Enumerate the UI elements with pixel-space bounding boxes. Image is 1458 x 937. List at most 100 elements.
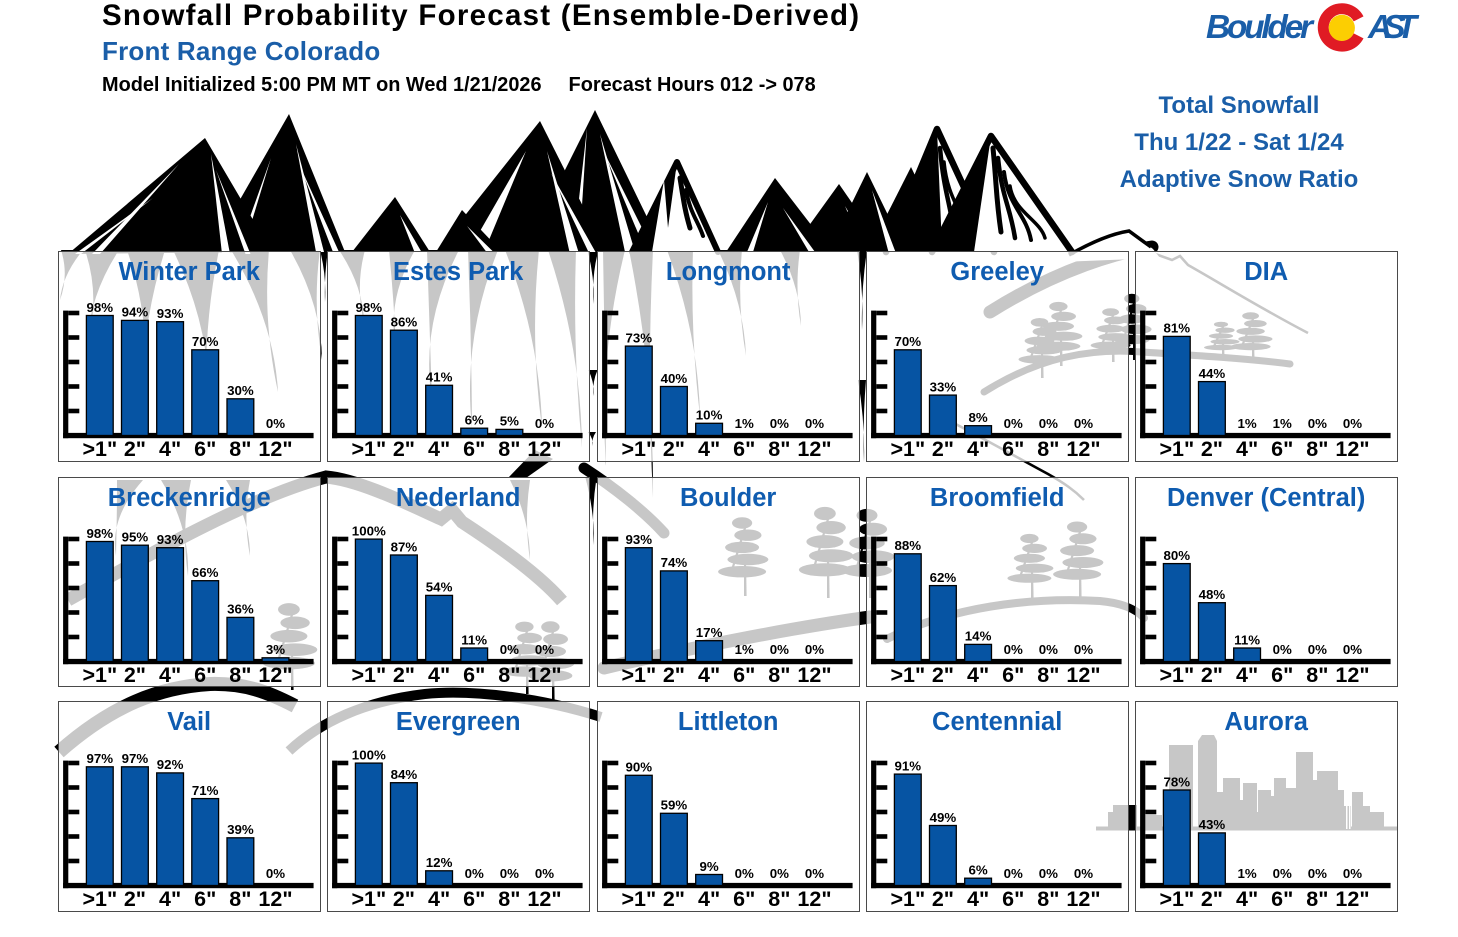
svg-text:8": 8" [768,663,790,686]
svg-text:0%: 0% [1039,416,1058,431]
svg-text:12": 12" [1336,887,1370,910]
svg-text:2": 2" [1201,437,1223,460]
svg-text:6": 6" [1002,887,1024,910]
svg-text:62%: 62% [929,570,956,585]
svg-text:>1": >1" [621,663,656,686]
svg-text:6": 6" [194,887,216,910]
svg-text:73%: 73% [625,330,652,345]
svg-text:39%: 39% [227,822,254,837]
svg-text:0%: 0% [535,416,554,431]
svg-text:12": 12" [528,437,562,460]
svg-text:92%: 92% [157,757,184,772]
svg-text:43%: 43% [1199,817,1226,832]
svg-text:95%: 95% [122,529,149,544]
svg-text:>1": >1" [890,663,925,686]
svg-text:40%: 40% [660,371,687,386]
svg-text:4": 4" [159,887,181,910]
svg-text:1%: 1% [734,416,753,431]
svg-text:4": 4" [428,663,450,686]
svg-text:98%: 98% [87,300,114,315]
svg-text:Denver (Central): Denver (Central) [1167,484,1365,512]
svg-text:6": 6" [733,663,755,686]
svg-text:12": 12" [528,663,562,686]
svg-text:0%: 0% [769,642,788,657]
svg-text:2": 2" [662,437,684,460]
svg-text:6": 6" [1002,437,1024,460]
svg-text:8": 8" [229,887,251,910]
svg-text:8": 8" [499,663,521,686]
svg-text:44%: 44% [1199,366,1226,381]
svg-text:4": 4" [428,437,450,460]
svg-text:0%: 0% [1074,866,1093,881]
svg-text:84%: 84% [391,767,418,782]
svg-text:Aurora: Aurora [1225,708,1309,736]
svg-text:12": 12" [1066,887,1100,910]
svg-text:12": 12" [1336,663,1370,686]
svg-text:4": 4" [1236,887,1258,910]
svg-text:9%: 9% [699,859,718,874]
svg-text:12": 12" [258,663,292,686]
svg-text:8": 8" [768,437,790,460]
svg-text:6": 6" [194,437,216,460]
svg-text:2": 2" [1201,887,1223,910]
svg-text:>1": >1" [1160,663,1195,686]
svg-text:93%: 93% [625,532,652,547]
svg-text:93%: 93% [157,532,184,547]
svg-text:8": 8" [1307,663,1329,686]
svg-text:8": 8" [1037,887,1059,910]
svg-text:98%: 98% [356,300,383,315]
svg-text:4": 4" [698,663,720,686]
svg-text:Centennial: Centennial [932,708,1062,736]
svg-text:0%: 0% [734,866,753,881]
svg-text:8": 8" [499,437,521,460]
svg-text:11%: 11% [462,632,488,647]
svg-text:0%: 0% [1003,642,1022,657]
svg-text:0%: 0% [1343,866,1362,881]
svg-text:0%: 0% [500,866,519,881]
svg-text:17%: 17% [695,625,722,640]
svg-text:>1": >1" [890,437,925,460]
svg-text:8": 8" [229,663,251,686]
svg-text:8": 8" [499,887,521,910]
svg-text:97%: 97% [122,751,149,766]
svg-text:>1": >1" [1160,437,1195,460]
svg-text:Longmont: Longmont [666,258,791,286]
svg-text:11%: 11% [1234,632,1260,647]
svg-text:>1": >1" [621,887,656,910]
svg-text:0%: 0% [769,416,788,431]
svg-text:Littleton: Littleton [678,708,779,736]
svg-text:>1": >1" [621,437,656,460]
svg-text:2": 2" [124,887,146,910]
svg-text:2": 2" [393,663,415,686]
svg-text:12": 12" [258,437,292,460]
svg-text:81%: 81% [1164,321,1191,336]
svg-text:4": 4" [428,887,450,910]
svg-text:12": 12" [1066,663,1100,686]
svg-text:>1": >1" [890,887,925,910]
svg-text:6": 6" [733,887,755,910]
svg-text:6": 6" [463,437,485,460]
svg-text:36%: 36% [227,601,254,616]
svg-text:2": 2" [124,663,146,686]
svg-text:6%: 6% [465,412,484,427]
svg-text:12": 12" [528,887,562,910]
svg-text:93%: 93% [157,306,184,321]
svg-text:5%: 5% [500,414,519,429]
svg-text:90%: 90% [625,760,652,775]
svg-text:0%: 0% [804,416,823,431]
svg-text:0%: 0% [1343,642,1362,657]
svg-text:0%: 0% [804,642,823,657]
svg-text:0%: 0% [769,866,788,881]
svg-text:1%: 1% [1238,416,1257,431]
svg-text:4": 4" [1236,437,1258,460]
svg-text:0%: 0% [500,642,519,657]
svg-text:6": 6" [1271,437,1293,460]
svg-text:>1": >1" [82,887,117,910]
svg-text:3%: 3% [266,642,285,657]
svg-text:>1": >1" [352,437,387,460]
svg-text:>1": >1" [82,663,117,686]
svg-text:48%: 48% [1199,587,1226,602]
svg-text:6": 6" [733,437,755,460]
svg-text:1%: 1% [1273,416,1292,431]
svg-text:Broomfield: Broomfield [930,484,1065,512]
